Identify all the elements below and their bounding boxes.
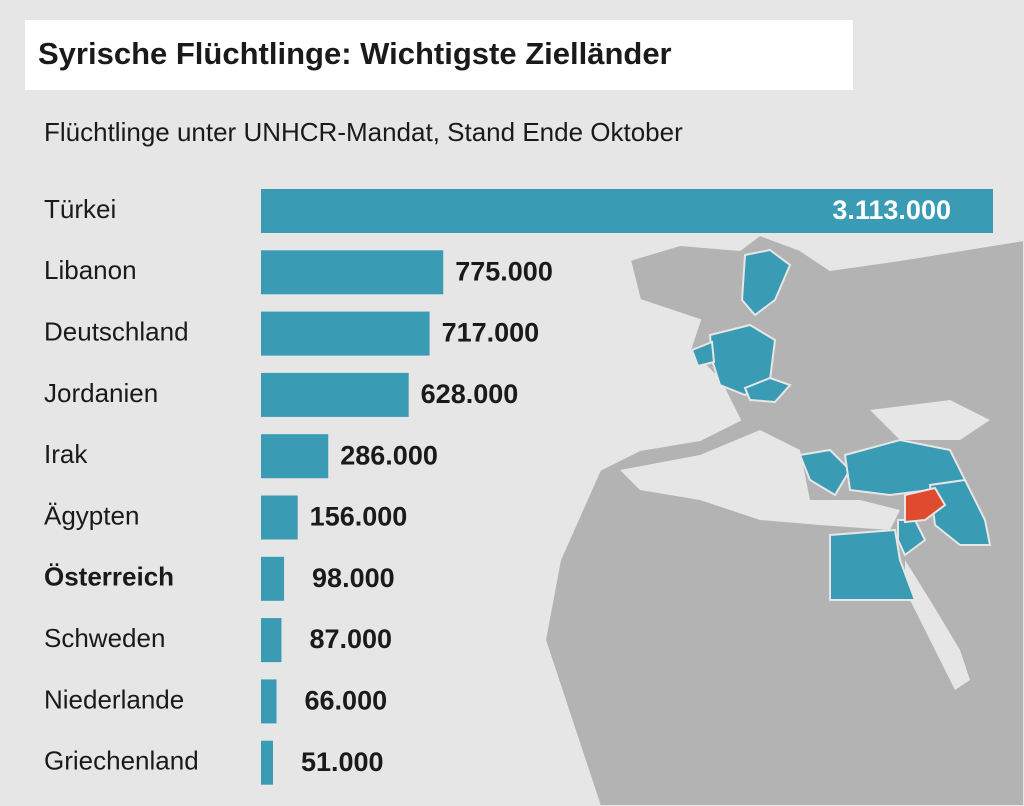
category-label: Jordanien xyxy=(44,378,158,408)
bar xyxy=(261,311,430,356)
value-label: 156.000 xyxy=(310,502,408,532)
bar xyxy=(261,618,282,663)
value-label: 717.000 xyxy=(442,318,540,348)
category-label: Griechenland xyxy=(44,746,199,776)
map xyxy=(543,233,1024,806)
category-label: Ägypten xyxy=(44,500,139,530)
bar xyxy=(261,679,277,724)
map-country-syria xyxy=(904,486,947,524)
map-sea xyxy=(620,430,900,530)
value-label: 775.000 xyxy=(455,256,553,286)
chart-title: Syrische Flüchtlinge: Wichtigste Ziellän… xyxy=(38,36,672,71)
map-country xyxy=(740,248,792,317)
bar xyxy=(261,250,444,295)
category-label: Schweden xyxy=(44,623,165,653)
category-label: Irak xyxy=(44,439,88,469)
map-country xyxy=(829,528,917,601)
category-label: Libanon xyxy=(44,255,137,285)
map-country xyxy=(690,340,716,368)
bar xyxy=(261,556,285,601)
value-label: 51.000 xyxy=(301,747,384,777)
value-label: 628.000 xyxy=(421,379,519,409)
bar xyxy=(261,495,298,540)
map-country xyxy=(928,478,992,546)
category-label: Türkei xyxy=(44,194,116,224)
value-label: 87.000 xyxy=(309,624,392,654)
title-box xyxy=(25,20,853,90)
value-label: 98.000 xyxy=(312,563,395,593)
bar xyxy=(261,434,329,479)
bar xyxy=(261,189,993,233)
category-label: Niederlande xyxy=(44,684,184,714)
chart-subtitle: Flüchtlinge unter UNHCR-Mandat, Stand En… xyxy=(44,117,683,147)
value-label: 3.113.000 xyxy=(832,195,951,225)
category-label: Österreich xyxy=(44,562,174,592)
bar xyxy=(261,372,409,417)
map-sea xyxy=(905,560,970,690)
category-label: Deutschland xyxy=(44,316,189,346)
map-country xyxy=(743,376,792,404)
value-label: 286.000 xyxy=(340,440,438,470)
map-country xyxy=(798,448,852,497)
value-label: 66.000 xyxy=(305,686,388,716)
bar xyxy=(261,740,273,785)
map-sea xyxy=(870,400,990,440)
